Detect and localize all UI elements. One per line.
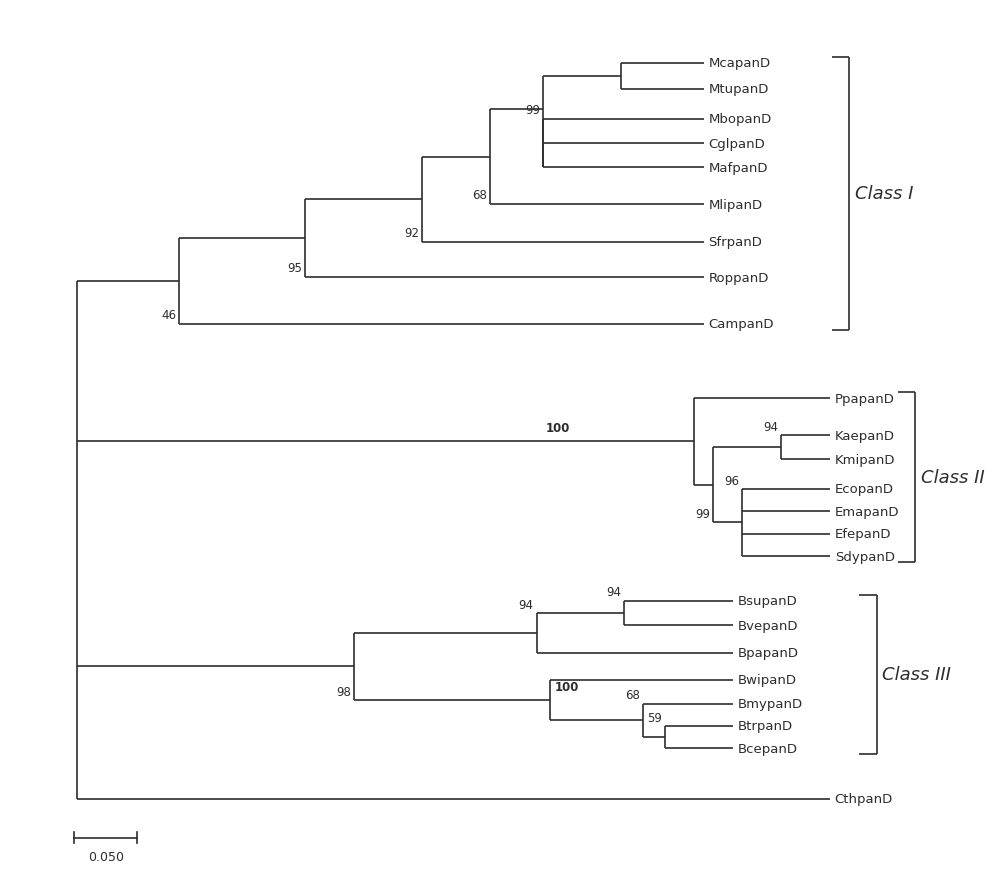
Text: Class III: Class III — [882, 666, 951, 684]
Text: 0.050: 0.050 — [88, 850, 124, 863]
Text: 98: 98 — [336, 685, 351, 698]
Text: RoppanD: RoppanD — [708, 271, 769, 284]
Text: CthpanD: CthpanD — [835, 793, 893, 806]
Text: PpapanD: PpapanD — [835, 392, 895, 405]
Text: 95: 95 — [288, 262, 302, 275]
Text: 68: 68 — [626, 688, 640, 701]
Text: BsupanD: BsupanD — [738, 594, 797, 607]
Text: 99: 99 — [525, 103, 540, 116]
Text: MtupanD: MtupanD — [708, 83, 769, 96]
Text: 92: 92 — [404, 226, 419, 239]
Text: 100: 100 — [555, 680, 579, 693]
Text: 100: 100 — [546, 421, 570, 434]
Text: BmypanD: BmypanD — [738, 697, 803, 710]
Text: Class I: Class I — [855, 185, 914, 203]
Text: 59: 59 — [647, 711, 662, 724]
Text: BvepanD: BvepanD — [738, 619, 798, 632]
Text: Class II: Class II — [921, 468, 985, 487]
Text: MbopanD: MbopanD — [708, 113, 772, 126]
Text: MafpanD: MafpanD — [708, 162, 768, 175]
Text: McapanD: McapanD — [708, 57, 771, 70]
Text: KmipanD: KmipanD — [835, 453, 895, 466]
Text: KaepanD: KaepanD — [835, 429, 895, 442]
Text: BwipanD: BwipanD — [738, 673, 797, 687]
Text: BcepanD: BcepanD — [738, 742, 798, 755]
Text: 46: 46 — [161, 308, 176, 322]
Text: 68: 68 — [472, 189, 487, 202]
Text: MlipanD: MlipanD — [708, 199, 763, 211]
Text: 96: 96 — [725, 474, 740, 488]
Text: CglpanD: CglpanD — [708, 137, 765, 150]
Text: 94: 94 — [519, 598, 534, 611]
Text: 94: 94 — [763, 421, 778, 434]
Text: CampanD: CampanD — [708, 318, 774, 331]
Text: EmapanD: EmapanD — [835, 505, 899, 518]
Text: SfrpanD: SfrpanD — [708, 235, 762, 249]
Text: BpapanD: BpapanD — [738, 647, 799, 660]
Text: EcopanD: EcopanD — [835, 483, 894, 496]
Text: 99: 99 — [695, 507, 710, 521]
Text: SdypanD: SdypanD — [835, 550, 895, 563]
Text: EfepanD: EfepanD — [835, 527, 891, 541]
Text: BtrpanD: BtrpanD — [738, 720, 793, 733]
Text: 94: 94 — [606, 586, 621, 599]
